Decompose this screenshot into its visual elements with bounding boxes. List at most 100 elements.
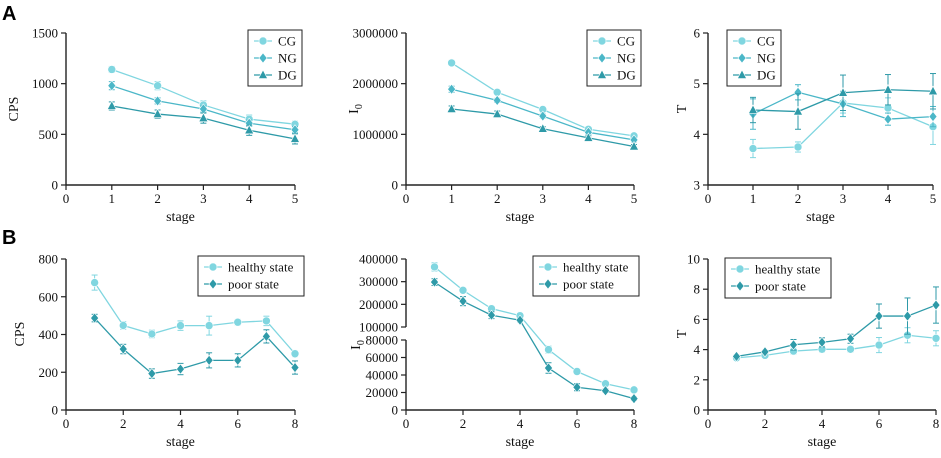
x-tick-label: 3 [540,191,547,206]
data-point [760,346,770,358]
x-tick-label: 4 [246,191,253,206]
y-tick-label: 10 [687,252,700,267]
data-point [244,124,255,135]
legend: CG NG DG [247,29,303,87]
x-tick-label: 6 [574,416,581,431]
data-point [874,310,884,322]
x-tick-label: 4 [517,416,524,431]
y-tick-label: 40000 [366,368,399,383]
data-point [629,385,639,395]
legend-marker [258,36,268,46]
x-tick-label: 6 [876,416,883,431]
data-point [931,299,941,311]
legend-box [724,257,832,299]
data-point [748,144,758,153]
legend-label: poor state [228,277,279,292]
series-line [434,266,635,391]
legend-marker [258,52,268,64]
legend-label: NG [278,51,297,66]
data-point [204,321,214,330]
y-tick-label: 0 [694,403,701,418]
legend: healthy state poor state [197,255,305,297]
legend-label: CG [757,34,775,49]
x-axis-label: stage [166,210,195,225]
data-point [572,367,582,376]
panel-label-a: A [2,3,16,25]
data-point [583,132,594,142]
x-axis-label: stage [506,435,535,450]
legend-label: DG [757,68,776,83]
y-axis-label-main: I [349,345,364,350]
data-point [487,309,496,321]
y-tick-label: 500 [39,127,59,142]
x-tick-label: 2 [494,191,501,206]
y-tick-label: 2000000 [353,76,399,91]
data-point [90,278,99,287]
x-tick-label: 0 [403,191,410,206]
legend: CG NG DG [586,29,642,87]
y-axis-label-subscript: 0 [354,104,365,109]
x-tick-label: 1 [750,191,757,206]
legend: healthy state poor state [532,255,640,297]
data-point [515,314,525,326]
x-tick-label: 1 [448,191,455,206]
data-point [153,95,162,107]
chart-a1: 0 500 1000 1500 0 1 2 3 4 5 stage CPS CG NG DG [7,26,303,225]
x-axis-label: stage [506,210,535,225]
data-point [290,133,300,143]
y-tick-label: 0 [52,403,59,418]
x-tick-label: 8 [292,416,299,431]
y-tick-label: 100000 [359,320,398,335]
panel-label-b: B [2,227,16,249]
data-point [789,339,798,351]
data-point [152,108,163,118]
x-tick-label: 5 [930,191,937,206]
series-dg [106,100,300,145]
data-point [883,84,893,94]
legend-marker [543,278,553,290]
data-point [544,345,553,354]
legend-label: NG [757,51,776,66]
legend-label: healthy state [755,262,821,277]
legend-marker [737,52,747,64]
y-tick-label: 600 [39,289,59,304]
data-point [447,58,456,68]
data-point [107,65,117,74]
x-tick-label: 5 [631,191,638,206]
x-tick-label: 2 [154,191,161,206]
data-point [928,85,938,96]
y-tick-label: 400 [39,327,59,342]
legend-box [197,255,305,297]
legend: CG NG DG [726,29,782,87]
data-point [883,113,893,125]
series-poor-state [430,276,639,405]
legend-label: healthy state [228,260,294,275]
chart-b1: 0 200 400 600 800 0 2 4 6 8 stage CPS healthy state p… [13,252,305,450]
legend-label: NG [617,51,636,66]
data-point [544,362,553,374]
x-tick-label: 4 [585,191,592,206]
legend-marker [543,262,553,272]
legend-marker [737,36,747,46]
y-axis-label-main: I [347,109,362,114]
legend-marker [735,264,745,274]
y-axis-label-subscript: 0 [356,340,367,345]
series-line [736,334,937,359]
data-point [629,393,639,405]
x-tick-label: 2 [762,416,769,431]
data-point [198,112,209,122]
y-tick-label: 0 [392,178,399,193]
y-tick-label: 3000000 [353,26,399,41]
data-point [793,105,803,116]
data-point [176,363,185,375]
x-axis-label: stage [808,435,837,450]
legend-box [532,255,640,297]
y-tick-label: 0 [392,403,399,418]
y-tick-label: 200 [39,365,59,380]
x-tick-label: 3 [200,191,207,206]
x-axis-label: stage [166,435,195,450]
data-point [204,354,214,366]
series-dg [748,73,938,130]
legend-label: CG [617,34,635,49]
